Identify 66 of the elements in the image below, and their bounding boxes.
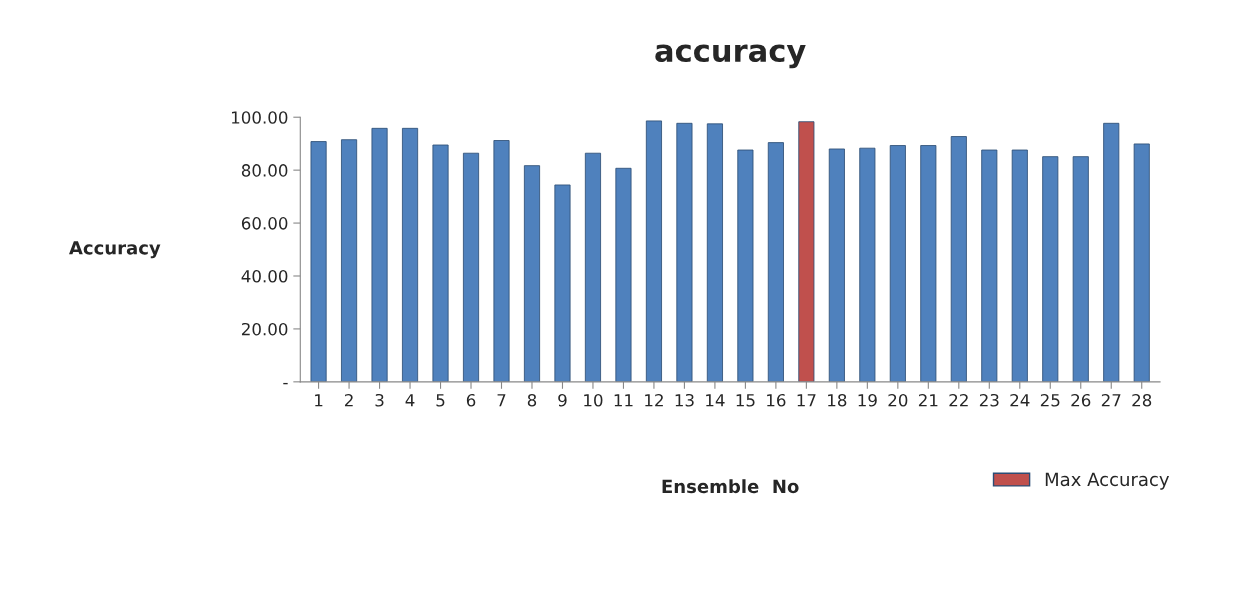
bar bbox=[462, 152, 480, 382]
x-tick-label: 21 bbox=[918, 393, 938, 407]
x-tick-label: 9 bbox=[558, 393, 567, 407]
x-tick-label: 16 bbox=[767, 393, 786, 407]
bar bbox=[1133, 143, 1150, 382]
bar bbox=[706, 123, 723, 382]
bar bbox=[310, 141, 327, 382]
x-tick-label: 12 bbox=[645, 393, 663, 407]
x-tick-label: 4 bbox=[405, 394, 415, 407]
x-tick-label: 14 bbox=[706, 394, 725, 407]
bar bbox=[584, 152, 602, 382]
x-tick-label: 5 bbox=[436, 394, 445, 407]
x-tick-label: 17 bbox=[797, 394, 816, 407]
chart-title: accuracy bbox=[655, 44, 806, 69]
x-tick-label: 19 bbox=[858, 393, 877, 407]
bar bbox=[828, 148, 845, 382]
bar bbox=[645, 120, 662, 382]
x-tick-label: 20 bbox=[888, 393, 908, 407]
bar bbox=[798, 121, 815, 382]
y-tick-label: 40.00 bbox=[241, 269, 288, 283]
bar bbox=[859, 147, 876, 382]
x-tick-label: 3 bbox=[375, 393, 384, 407]
x-tick-label: 23 bbox=[979, 393, 999, 407]
bar bbox=[1072, 156, 1089, 382]
bar bbox=[1103, 122, 1120, 382]
x-tick-label: 11 bbox=[614, 394, 633, 407]
x-tick-label: 7 bbox=[497, 394, 506, 407]
x-tick-label: 13 bbox=[675, 393, 694, 407]
legend-label: Max Accuracy bbox=[1045, 472, 1170, 490]
bar bbox=[767, 142, 784, 382]
bar bbox=[950, 136, 967, 382]
bar bbox=[1011, 149, 1028, 382]
x-tick-label: 15 bbox=[736, 394, 755, 407]
x-tick-label: 6 bbox=[466, 393, 476, 407]
x-tick-label: 22 bbox=[949, 393, 968, 407]
bar bbox=[981, 149, 998, 382]
bar bbox=[676, 122, 693, 382]
y-tick-label: - bbox=[283, 382, 288, 385]
x-tick-label: 24 bbox=[1010, 393, 1030, 407]
x-tick-label: 27 bbox=[1101, 393, 1121, 407]
bar bbox=[493, 140, 510, 382]
x-tick-label: 25 bbox=[1040, 393, 1060, 407]
bar bbox=[523, 165, 541, 382]
y-axis-title: Accuracy bbox=[69, 241, 161, 259]
bar bbox=[1042, 156, 1059, 382]
bar bbox=[889, 145, 906, 382]
bar bbox=[432, 144, 449, 382]
bar bbox=[402, 127, 419, 382]
x-axis-title: Ensemble No bbox=[662, 479, 799, 494]
x-tick-label: 8 bbox=[527, 393, 537, 407]
bar bbox=[615, 167, 632, 382]
bar bbox=[371, 127, 388, 382]
x-tick-label: 2 bbox=[344, 393, 353, 407]
bar bbox=[920, 145, 937, 382]
x-tick-label: 1 bbox=[315, 394, 323, 407]
y-tick-label: 20.00 bbox=[241, 322, 288, 336]
x-tick-label: 28 bbox=[1132, 393, 1152, 407]
bar bbox=[554, 184, 571, 382]
bar bbox=[737, 149, 754, 382]
y-tick-label: 60.00 bbox=[241, 217, 288, 230]
x-tick-label: 10 bbox=[584, 393, 603, 407]
y-tick-label: 100.00 bbox=[231, 111, 288, 124]
bar bbox=[341, 139, 358, 382]
x-tick-label: 18 bbox=[828, 393, 847, 407]
x-tick-label: 26 bbox=[1071, 393, 1091, 407]
y-tick-label: 80.00 bbox=[241, 164, 288, 177]
